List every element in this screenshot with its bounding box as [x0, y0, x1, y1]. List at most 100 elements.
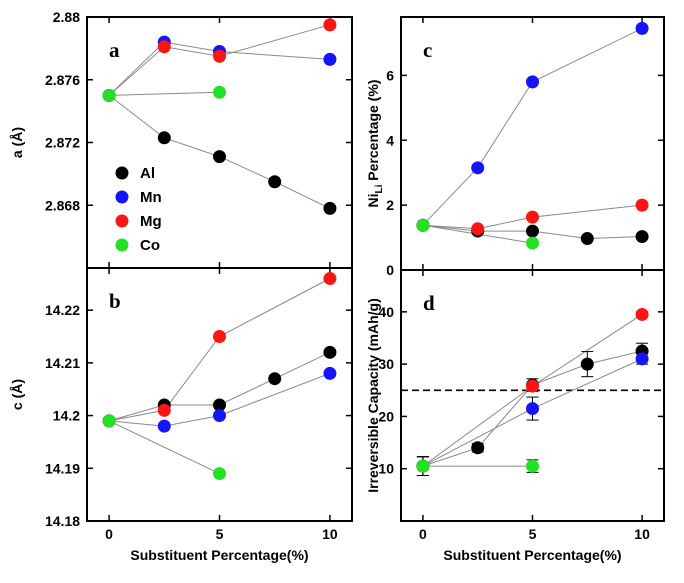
panel-a-point-mg — [323, 18, 337, 32]
panel-d-ytick-label: 30 — [378, 356, 394, 372]
panel-b-xtick-label: 5 — [216, 526, 224, 542]
ylabel-main: Ni — [365, 193, 381, 207]
panel-b-ytick-label: 14.19 — [45, 460, 80, 476]
panel-c-series-line-mn — [422, 27, 643, 226]
panel-a-series-line-mn — [108, 41, 330, 96]
panel-a-series-line-co — [109, 91, 220, 96]
panel-b-series-line-co — [108, 420, 220, 475]
panel-b-point-co — [213, 467, 226, 481]
panel-c-point-al — [635, 230, 649, 244]
panel-b-point-mn — [323, 366, 337, 380]
panel-b-series-line-mg — [109, 278, 331, 422]
panel-d-ytick-label: 20 — [378, 408, 394, 424]
panel-a-point-co — [213, 85, 226, 99]
panel-b-xtick-label: 0 — [105, 526, 113, 542]
panel-b-point-al — [268, 372, 282, 386]
panel-d-xtick-label: 5 — [529, 526, 537, 542]
panel-c-series-line-mg — [422, 204, 643, 230]
panel-c-ytick-label: 6 — [386, 67, 394, 83]
panel-b-point-mg — [323, 272, 337, 286]
panel-b-frame — [86, 267, 353, 522]
panel-a-ytick-label: 2.876 — [45, 72, 80, 88]
panel-d-point-mg — [635, 307, 649, 321]
panel-b-point-mg — [213, 330, 226, 344]
panel-c-ylabel: NiLi Percentage (%) — [365, 80, 385, 208]
panel-c-point-al — [526, 224, 539, 238]
panel-d-ylabel: Irreversible Capacity (mAh/g) — [365, 298, 381, 493]
panel-c-point-al — [580, 232, 594, 246]
panel-b-point-co — [102, 414, 116, 428]
panel-c-point-co — [416, 218, 430, 232]
legend: Al Mn Mg Co — [115, 165, 162, 254]
legend-marker-al — [115, 166, 129, 180]
panel-a-ytick-label: 2.872 — [45, 135, 80, 151]
panel-a-point-mg — [213, 49, 226, 63]
legend-label-al: Al — [140, 165, 155, 182]
panel-d-point-al — [471, 441, 485, 455]
connector-lines — [108, 24, 664, 475]
panel-c-point-mg — [635, 198, 649, 212]
panel-d-point-mg — [526, 379, 539, 393]
panel-c-point-mn — [526, 75, 539, 89]
ylabel-rest: Percentage (%) — [365, 80, 381, 185]
data-points — [102, 18, 649, 481]
panel-b-point-mn — [157, 419, 171, 433]
panel-d-point-mn — [635, 352, 649, 366]
legend-marker-mn — [115, 190, 129, 204]
panel-b-ytick-label: 14.2 — [53, 408, 80, 424]
legend-marker-co — [115, 238, 129, 252]
panel-b-label: b — [109, 289, 121, 313]
panel-a-point-al — [213, 150, 226, 164]
panel-c-ytick-label: 2 — [386, 197, 394, 213]
panel-c-point-mn — [471, 161, 485, 175]
panel-d-point-al — [580, 357, 594, 371]
panel-d-point-co — [526, 459, 539, 473]
panel-b-ytick-label: 14.22 — [45, 302, 80, 318]
panel-c-point-mg — [471, 222, 485, 236]
panel-a-point-mg — [157, 40, 171, 54]
panel-a-point-mn — [323, 52, 337, 66]
panel-b-point-al — [323, 345, 337, 359]
panel-d-xtick-label: 10 — [634, 526, 650, 542]
panel-d-point-co — [416, 459, 430, 473]
panel-b-ylabel: c (Å) — [9, 379, 25, 410]
panel-a-point-al — [323, 201, 337, 215]
legend-label-mn: Mn — [140, 189, 162, 206]
panel-b-point-mn — [213, 409, 226, 423]
panel-b-ytick-label: 14.21 — [45, 355, 80, 371]
panel-d-label: d — [423, 291, 435, 315]
ylabel-subscript: Li — [374, 184, 385, 193]
panel-b-xtick-label: 10 — [322, 526, 338, 542]
panel-a-point-al — [157, 131, 171, 145]
panel-d-ytick-label: 10 — [378, 461, 394, 477]
panel-b-series-line-mn — [109, 372, 331, 427]
panel-b-point-al — [213, 398, 226, 412]
panel-d-xtick-label: 0 — [419, 526, 427, 542]
panel-a-label: a — [109, 38, 120, 62]
panel-d-frame — [400, 269, 665, 522]
panel-a-ytick-label: 2.868 — [45, 197, 80, 213]
panel-c-label: c — [423, 38, 432, 62]
panel-c-ytick-label: 4 — [386, 132, 394, 148]
panel-b-point-mg — [157, 403, 171, 417]
panel-b-ytick-label: 14.18 — [45, 513, 80, 529]
legend-label-mg: Mg — [140, 213, 162, 230]
panel-d-ytick-label: 40 — [378, 304, 394, 320]
panel-c-ytick-label: 0 — [386, 262, 394, 278]
panel-a-point-al — [268, 175, 282, 189]
panel-c-point-mg — [526, 210, 539, 224]
panel-a-point-co — [102, 88, 116, 102]
panel-d-point-mn — [526, 402, 539, 416]
panel-c-point-co — [526, 236, 539, 250]
panel-d-xlabel: Substituent Percentage(%) — [443, 547, 621, 563]
panel-a-series-line-mg — [108, 24, 331, 96]
panel-c-point-mn — [635, 21, 649, 35]
legend-marker-mg — [115, 214, 129, 228]
panel-b-xlabel: Substituent Percentage(%) — [130, 547, 308, 563]
legend-label-co: Co — [140, 237, 160, 254]
panel-frames — [86, 16, 665, 522]
panel-a-ytick-label: 2.88 — [53, 9, 80, 25]
panel-a-ylabel: a (Å) — [9, 127, 25, 158]
